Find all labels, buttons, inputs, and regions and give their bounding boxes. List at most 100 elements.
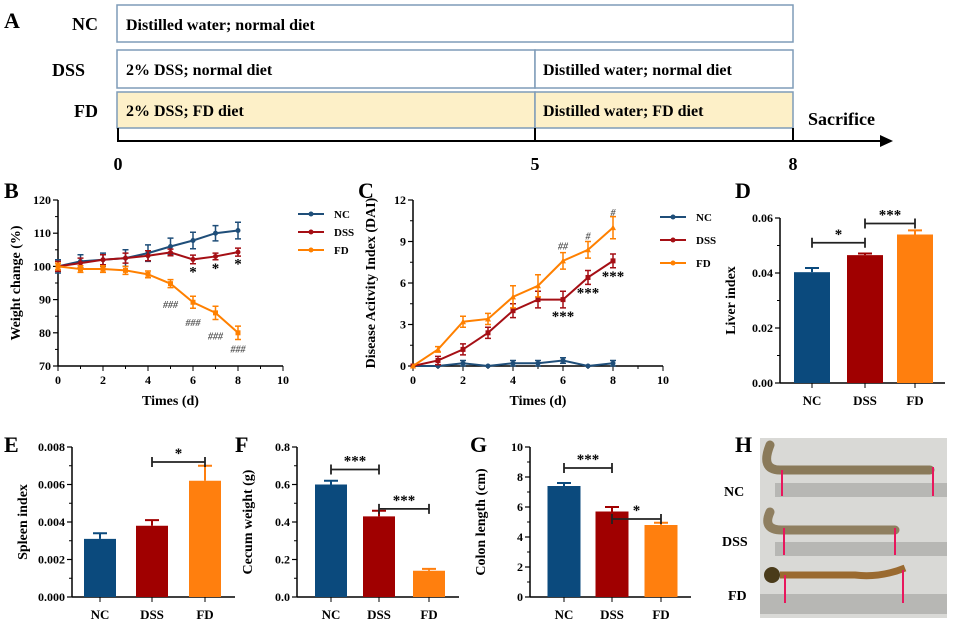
data-point: [235, 249, 241, 255]
data-point: [610, 224, 616, 231]
series-dss: [410, 253, 616, 369]
bar-dss: [595, 511, 629, 597]
chart-e: E 0.000 0.002 0.004 0.006 0.008 Spleen index NC…: [4, 432, 235, 622]
data-point: [168, 243, 173, 249]
bar-nc: [84, 538, 116, 597]
significance-mark: #: [585, 232, 592, 243]
data-point: [100, 257, 106, 263]
significance-mark: *: [835, 227, 843, 243]
photo-label-dss: DSS: [722, 535, 748, 550]
legend-marker: [670, 260, 676, 266]
legend-marker: [670, 237, 676, 243]
y-axis-label: Disease Acitvity Index (DAI): [364, 197, 379, 368]
data-point: [123, 255, 128, 261]
y-tick-label: 0.002: [38, 553, 65, 567]
legend-label-nc: NC: [334, 209, 350, 221]
dss-regimen-box-2: [534, 49, 794, 89]
data-point: [610, 360, 616, 366]
dss-regimen-text-2: Distilled water; normal diet: [543, 62, 733, 79]
bar-nc: [794, 272, 830, 383]
y-tick-label: 10: [511, 440, 523, 454]
x-tick-label: FD: [420, 607, 437, 622]
timeline-label-8: 8: [789, 154, 798, 174]
x-tick-label: 8: [235, 373, 241, 387]
data-point: [435, 357, 441, 363]
colon-nc-image: [762, 440, 947, 497]
x-tick-label: NC: [91, 607, 110, 622]
y-tick-label: 0.02: [752, 321, 773, 335]
error-bar: [805, 267, 819, 273]
data-point: [460, 360, 466, 366]
y-axis-label: Spleen index: [16, 484, 31, 560]
fd-regimen-box-2: [534, 91, 794, 129]
y-tick-label: 0: [400, 359, 406, 373]
y-tick-label: 12: [394, 193, 406, 207]
data-point: [485, 363, 491, 369]
data-point: [460, 318, 466, 325]
timeline-arrow-icon: [880, 135, 893, 147]
x-tick-label: DSS: [853, 393, 877, 408]
data-point: [213, 310, 218, 316]
y-axis-label: Colon length (cm): [474, 468, 489, 576]
panel-label-c: C: [358, 178, 374, 203]
data-point: [610, 258, 616, 264]
legend-label-fd: FD: [334, 245, 349, 257]
photo-label-nc: NC: [724, 485, 744, 500]
error-bar: [557, 482, 571, 486]
data-point: [510, 308, 516, 314]
significance-mark: *: [175, 446, 183, 462]
significance-mark: ###: [162, 300, 179, 311]
x-tick-label: 10: [277, 373, 289, 387]
colon-dss-image: [763, 507, 947, 556]
legend-label-fd: FD: [696, 258, 711, 270]
error-bar: [908, 229, 922, 235]
x-tick-label: 2: [460, 373, 466, 387]
y-tick-label: 4: [517, 530, 523, 544]
x-tick-label: FD: [196, 607, 213, 622]
y-tick-label: 90: [39, 293, 51, 307]
data-point: [213, 230, 218, 236]
x-axis-label: Times (d): [510, 394, 567, 409]
fd-regimen-text-2: Distilled water; FD diet: [543, 103, 704, 120]
group-label-fd: FD: [74, 101, 98, 121]
significance-mark: *: [212, 261, 220, 277]
timeline-label-5: 5: [531, 154, 540, 174]
y-tick-label: 6: [517, 500, 523, 514]
error-bar: [605, 506, 619, 512]
data-point: [190, 238, 196, 244]
y-tick-label: 120: [33, 193, 51, 207]
group-label-dss: DSS: [52, 60, 85, 80]
nc-regimen-text: Distilled water; normal diet: [126, 17, 316, 34]
panel-label-g: G: [470, 432, 487, 457]
significance-mark: ***: [552, 309, 575, 325]
data-point: [145, 271, 151, 277]
significance-mark: ###: [185, 318, 202, 329]
y-axis-label: Liver index: [724, 266, 739, 335]
x-tick-label: NC: [322, 607, 341, 622]
significance-mark: ***: [393, 493, 416, 509]
legend-marker: [670, 214, 676, 220]
significance-bracket: [330, 464, 380, 475]
y-tick-label: 3: [400, 318, 406, 332]
y-tick-label: 6: [400, 276, 406, 290]
group-label-nc: NC: [72, 14, 98, 34]
colon-fd-image: [760, 564, 947, 614]
y-tick-label: 0.008: [38, 440, 65, 454]
significance-bracket: [378, 503, 430, 514]
bar-dss: [847, 255, 883, 383]
x-tick-label: NC: [803, 393, 822, 408]
x-tick-label: NC: [555, 607, 574, 622]
y-tick-label: 0.04: [752, 266, 773, 280]
y-tick-label: 0.0: [275, 590, 290, 604]
x-tick-label: DSS: [600, 607, 624, 622]
bar-fd: [644, 525, 678, 597]
data-point: [78, 266, 83, 272]
series-fd: [55, 262, 241, 341]
data-point: [485, 330, 491, 336]
data-point: [585, 274, 591, 280]
y-tick-label: 0.8: [275, 440, 290, 454]
data-point: [78, 260, 83, 266]
y-tick-label: 0.2: [275, 553, 290, 567]
bar-fd: [897, 234, 933, 383]
